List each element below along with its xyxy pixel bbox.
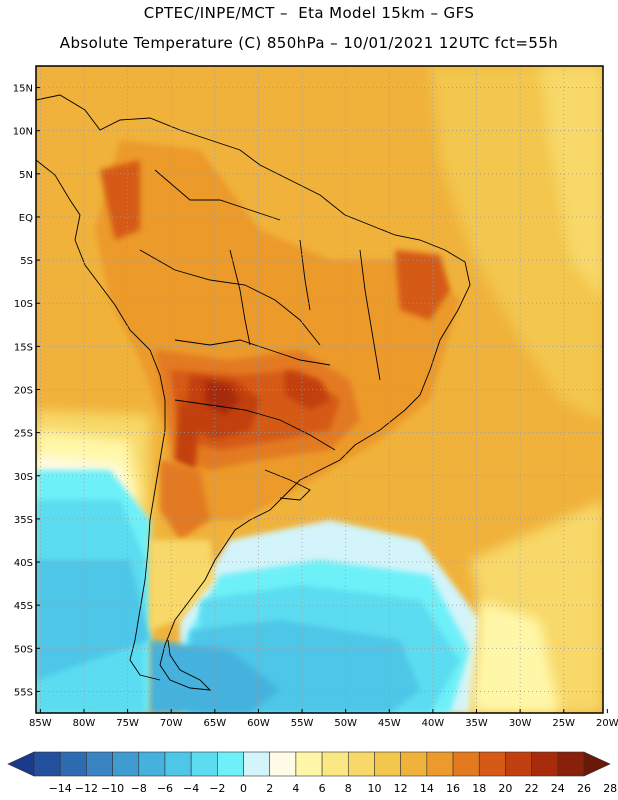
lon-tick-label: 65W (204, 718, 227, 729)
colorbar-swatch (243, 751, 271, 777)
lat-tick-label: 10N (13, 127, 33, 138)
colorbar-swatch (505, 751, 532, 777)
colorbar-swatch (138, 751, 166, 777)
colorbar-max-arrow (583, 751, 611, 777)
lat-tick-label: 30S (14, 472, 33, 483)
colorbar-swatch (190, 751, 218, 777)
colorbar-label: 16 (446, 782, 460, 795)
colorbar-label: 24 (551, 782, 565, 795)
lat-tick-label: 35S (14, 515, 33, 526)
colorbar-label: 2 (266, 782, 273, 795)
colorbar-swatch (347, 751, 375, 777)
colorbar-label: 26 (577, 782, 591, 795)
lon-tick-label: 30W (509, 718, 532, 729)
map-title-line-1: CPTEC/INPE/MCT – Eta Model 15km – GFS (143, 4, 475, 22)
lat-tick-label: 25S (14, 429, 33, 440)
latitude-axis: 15N 10N 5N EQ 5S 10S 15S 20S 25S 30S 35S 40S 45S 50S 5… (13, 84, 40, 698)
colorbar-label: 28 (603, 782, 617, 795)
lat-tick-label: 40S (14, 558, 33, 569)
colorbar-label: 6 (319, 782, 326, 795)
colorbar-swatch (452, 751, 480, 777)
colorbar-swatch (112, 751, 140, 777)
map-title-line-2: Absolute Temperature (C) 850hPa – 10/01/… (59, 34, 559, 52)
colorbar-label: −2 (209, 782, 225, 795)
colorbar-label: −6 (157, 782, 173, 795)
colorbar-label: 4 (292, 782, 299, 795)
lon-tick-label: 45W (378, 718, 401, 729)
colorbar: −14 −12 −10 −8 −6 −4 −2 0 2 4 6 8 10 12 14 16 18 20 22 24 26… (7, 751, 617, 795)
colorbar-label: 22 (525, 782, 539, 795)
temperature-field (36, 66, 603, 713)
lon-tick-label: 60W (247, 718, 270, 729)
colorbar-swatch (164, 751, 192, 777)
lon-tick-label: 50W (334, 718, 357, 729)
lon-tick-label: 75W (116, 718, 139, 729)
colorbar-label: 18 (472, 782, 486, 795)
colorbar-label: −14 (49, 782, 72, 795)
colorbar-min-arrow (7, 751, 35, 777)
colorbar-swatch (478, 751, 506, 777)
colorbar-swatch (426, 751, 454, 777)
lon-tick-label: 70W (160, 718, 183, 729)
colorbar-swatch (374, 751, 401, 777)
colorbar-label: −8 (131, 782, 147, 795)
colorbar-swatch (33, 751, 61, 777)
colorbar-swatch (269, 751, 297, 777)
lon-tick-label: 35W (465, 718, 488, 729)
colorbar-swatch (59, 751, 87, 777)
colorbar-swatch (295, 751, 323, 777)
colorbar-label: −4 (183, 782, 199, 795)
lat-tick-label: 20S (14, 386, 33, 397)
lon-tick-label: 80W (73, 718, 96, 729)
lat-lon-grid (36, 66, 603, 713)
lat-tick-label: 45S (14, 601, 33, 612)
lon-tick-label: 25W (552, 718, 575, 729)
coastline-layer (36, 94, 471, 691)
longitude-axis: 85W 80W 75W 70W 65W 60W 55W 50W 45W 40W 35W 30W 25W 2… (29, 709, 618, 729)
lat-tick-label: 50S (14, 644, 33, 655)
lat-tick-label: 5S (20, 256, 33, 267)
lat-tick-label: 55S (14, 687, 33, 698)
lat-tick-label: 15N (13, 84, 33, 95)
colorbar-label: −12 (75, 782, 98, 795)
lat-tick-label: 5N (19, 170, 33, 181)
colorbar-swatch (86, 751, 113, 777)
lon-tick-label: 40W (422, 718, 445, 729)
lon-tick-label: 20W (596, 718, 618, 729)
colorbar-label: 14 (420, 782, 434, 795)
colorbar-swatch (557, 751, 585, 777)
lat-tick-label: 10S (14, 299, 33, 310)
lon-tick-label: 55W (291, 718, 314, 729)
colorbar-label: 20 (498, 782, 512, 795)
lon-tick-label: 85W (29, 718, 52, 729)
colorbar-swatch (531, 751, 559, 777)
lat-tick-label: EQ (19, 213, 33, 224)
colorbar-swatch (217, 751, 244, 777)
lat-tick-label: 15S (14, 342, 33, 353)
colorbar-label: 10 (367, 782, 381, 795)
colorbar-label: −10 (101, 782, 124, 795)
colorbar-swatch (321, 751, 349, 777)
colorbar-label: 12 (394, 782, 408, 795)
colorbar-label: 8 (345, 782, 352, 795)
colorbar-label: 0 (240, 782, 247, 795)
colorbar-swatch (400, 751, 428, 777)
